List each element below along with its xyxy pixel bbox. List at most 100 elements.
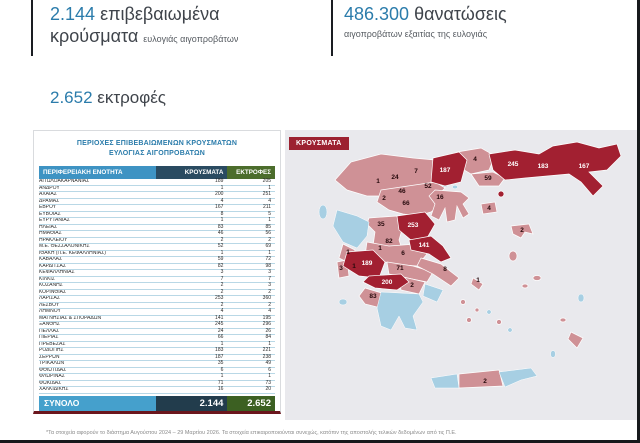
map-regions-high-cases[interactable] <box>342 141 622 291</box>
region-cases-cell: 3 <box>220 269 224 276</box>
table-row[interactable]: ΠΡΕΒΕΖΑΣ 1 1 <box>39 340 275 348</box>
map-regions-with-cases[interactable] <box>334 147 584 389</box>
total-label: ΣΥΝΟΛΟ <box>39 395 156 411</box>
table-row[interactable]: ΚΟΖΑΝΗΣ 2 3 <box>39 282 275 290</box>
table-row[interactable]: ΔΡΑΜΑΣ 4 4 <box>39 197 275 205</box>
region-cases-cell: 7 <box>220 275 224 282</box>
table-row[interactable]: ΡΟΔΟΠΗΣ 183 221 <box>39 347 275 355</box>
table-row[interactable]: ΑΧΑΪΑΣ 200 251 <box>39 191 275 199</box>
table-row[interactable]: Μ.Ε. ΘΕΣΣΑΛΟΝΙΚΗΣ 52 69 <box>39 243 275 251</box>
column-header-region[interactable]: ΠΕΡΙΦΕΡΕΙΑΚΗ ΕΝΟΤΗΤΑ <box>39 166 156 179</box>
map-region-count: 187 <box>440 167 451 174</box>
stat-farms-label: εκτροφές <box>97 88 166 107</box>
table-header-row: ΠΕΡΙΦΕΡΕΙΑΚΗ ΕΝΟΤΗΤΑ ΚΡΟΥΣΜΑΤΑ ΕΚΤΡΟΦΕΣ <box>39 166 275 179</box>
region-cases-cell: 24 <box>217 327 224 334</box>
region-name-cell: ΛΕΣΒΟΥ <box>39 302 60 308</box>
table-row[interactable]: ΚΑΡΔΙΤΣΑΣ 82 98 <box>39 262 275 270</box>
table-row[interactable]: ΑΙΤΩΛΟΑΚΑΡΝΑΝΙΑΣ 189 205 <box>39 178 275 186</box>
table-row[interactable]: ΕΒΡΟΥ 167 211 <box>39 204 275 212</box>
column-header-farms[interactable]: ΕΚΤΡΟΦΕΣ <box>227 166 275 179</box>
table-row[interactable]: ΧΑΛΚΙΔΙΚΗΣ 16 20 <box>39 386 275 394</box>
table-row[interactable]: ΤΡΙΚΑΛΩΝ 35 49 <box>39 360 275 368</box>
region-cases-cell: 16 <box>217 386 224 393</box>
region-cases-cell: 82 <box>217 262 224 269</box>
region-cases-cell: 46 <box>217 230 224 237</box>
table-row[interactable]: ΠΕΛΛΑΣ 24 26 <box>39 327 275 335</box>
region-farms-cell: 84 <box>265 334 272 341</box>
region-farms-cell: 7 <box>268 275 272 282</box>
table-row[interactable]: ΣΕΡΡΩΝ 187 238 <box>39 354 275 361</box>
region-farms-cell: 1 <box>268 249 272 256</box>
table-row[interactable]: ΚΕΦΑΛΛΗΝΙΑΣ 3 3 <box>39 269 275 277</box>
table-row[interactable]: ΙΘΑΚΗ (Π.Ε. ΚΕΦΑΛΛΗΝΙΑΣ) 1 1 <box>39 249 275 257</box>
stat-confirmed-value: 2.144 <box>50 4 96 24</box>
region-name-cell: ΠΡΕΒΕΖΑΣ <box>39 341 66 347</box>
table-row[interactable]: ΕΥΒΟΙΑΣ 8 5 <box>39 210 275 218</box>
table-row[interactable]: ΞΑΝΘΗΣ 245 296 <box>39 321 275 329</box>
region-name-cell: ΚΑΡΔΙΤΣΑΣ <box>39 263 66 269</box>
region-name-cell: ΡΟΔΟΠΗΣ <box>39 348 64 354</box>
table-row[interactable]: ΦΘΙΩΤΙΔΑΣ 6 6 <box>39 367 275 374</box>
region-name-cell: ΞΑΝΘΗΣ <box>39 322 60 328</box>
region-cases-cell: 1 <box>220 249 224 256</box>
region-farms-cell: 4 <box>268 197 272 204</box>
region-cases-cell: 183 <box>215 347 224 354</box>
map-region-count: 2 <box>382 195 386 202</box>
total-cases-value: 2.144 <box>156 395 228 411</box>
map-region-count: 200 <box>382 279 393 286</box>
region-cases-cell: 189 <box>215 178 224 185</box>
stat-confirmed-qualifier: ευλογιάς αιγοπροβάτων <box>143 33 239 44</box>
region-farms-cell: 195 <box>262 314 272 321</box>
greece-choropleth-map-panel: 1 24 7 187 4 59 245 183 167 2 46 66 52 16 4 2 35 253 82 141… <box>285 130 637 420</box>
region-name-cell: ΑΝΔΡΟΥ <box>39 185 60 191</box>
map-region-count: 3 <box>339 265 343 272</box>
table-title: ΠΕΡΙΟΧΕΣ ΕΠΙΒΕΒΑΙΩΜΕΝΩΝ ΚΡΟΥΣΜΑΤΩΝ ΕΥΛΟΓ… <box>34 139 280 159</box>
region-farms-cell: 20 <box>265 386 272 393</box>
map-region-count: 16 <box>436 194 444 201</box>
region-cases-cell: 200 <box>215 191 224 198</box>
table-row[interactable]: ΦΛΩΡΙΝΑΣ 1 1 <box>39 373 275 381</box>
table-row[interactable]: ΛΗΜΝΟΥ 4 4 <box>39 308 275 316</box>
region-name-cell: ΚΕΦΑΛΛΗΝΙΑΣ <box>39 270 75 276</box>
column-header-cases[interactable]: ΚΡΟΥΣΜΑΤΑ <box>155 166 228 179</box>
region-cases-cell: 8 <box>220 210 224 217</box>
table-row[interactable]: ΗΛΕΙΑΣ 83 85 <box>39 223 275 231</box>
table-row[interactable]: ΦΩΚΙΔΑΣ 71 73 <box>39 380 275 387</box>
table-row[interactable]: ΗΡΑΚΛΕΙΟΥ 2 2 <box>39 237 275 244</box>
region-name-cell: ΛΑΡΙΣΑΣ <box>39 296 60 302</box>
region-name-cell: ΙΘΑΚΗ (Π.Ε. ΚΕΦΑΛΛΗΝΙΑΣ) <box>39 250 106 256</box>
map-region-count: 8 <box>443 266 447 273</box>
region-cases-cell: 1 <box>220 340 224 347</box>
table-row[interactable]: ΕΥΡΥΤΑΝΙΑΣ 1 1 <box>39 217 275 225</box>
stat-culled: 486.300 θανατώσεις αιγοπροβάτων εξαιτίας… <box>344 4 636 41</box>
region-farms-cell: 72 <box>265 256 272 263</box>
map-regions-no-cases[interactable] <box>318 182 585 389</box>
map-region-count: 253 <box>408 222 419 229</box>
region-cases-cell: 83 <box>217 223 224 230</box>
table-row[interactable]: ΚΟΡΙΝΘΙΑΣ 2 2 <box>39 288 275 296</box>
region-farms-cell: 69 <box>265 243 272 250</box>
table-row[interactable]: ΗΜΑΘΙΑΣ 46 56 <box>39 230 275 238</box>
region-cases-cell: 141 <box>215 314 224 321</box>
region-cases-cell: 2 <box>220 288 224 295</box>
table-row[interactable]: ΜΑΓΝΗΣΙΑΣ & ΣΠΟΡΑΔΩΝ 141 195 <box>39 314 275 322</box>
stat-culled-value: 486.300 <box>344 4 410 24</box>
table-row[interactable]: ΠΙΕΡΙΑΣ 66 84 <box>39 334 275 342</box>
table-row[interactable]: ΚΙΛΚΙΣ 7 7 <box>39 275 275 283</box>
region-farms-cell: 2 <box>268 301 272 308</box>
stat-culled-qualifier: αιγοπροβάτων εξαιτίας της ευλογιάς <box>344 28 488 39</box>
table-row[interactable]: ΛΑΡΙΣΑΣ 253 360 <box>39 295 275 303</box>
map-region-count: 59 <box>484 175 492 182</box>
region-farms-cell: 2 <box>268 288 272 295</box>
map-region-count: 83 <box>369 293 377 300</box>
region-cases-cell: 59 <box>217 256 224 263</box>
table-row[interactable]: ΛΕΣΒΟΥ 2 2 <box>39 301 275 309</box>
region-name-cell: ΠΕΛΛΑΣ <box>39 328 60 334</box>
region-name-cell: ΣΕΡΡΩΝ <box>39 354 60 360</box>
table-row[interactable]: ΑΝΔΡΟΥ 1 1 <box>39 185 275 192</box>
map-region-count: 2 <box>410 282 414 289</box>
table-row[interactable]: ΚΑΒΑΛΑΣ 59 72 <box>39 256 275 264</box>
region-name-cell: ΗΛΕΙΑΣ <box>39 224 58 230</box>
